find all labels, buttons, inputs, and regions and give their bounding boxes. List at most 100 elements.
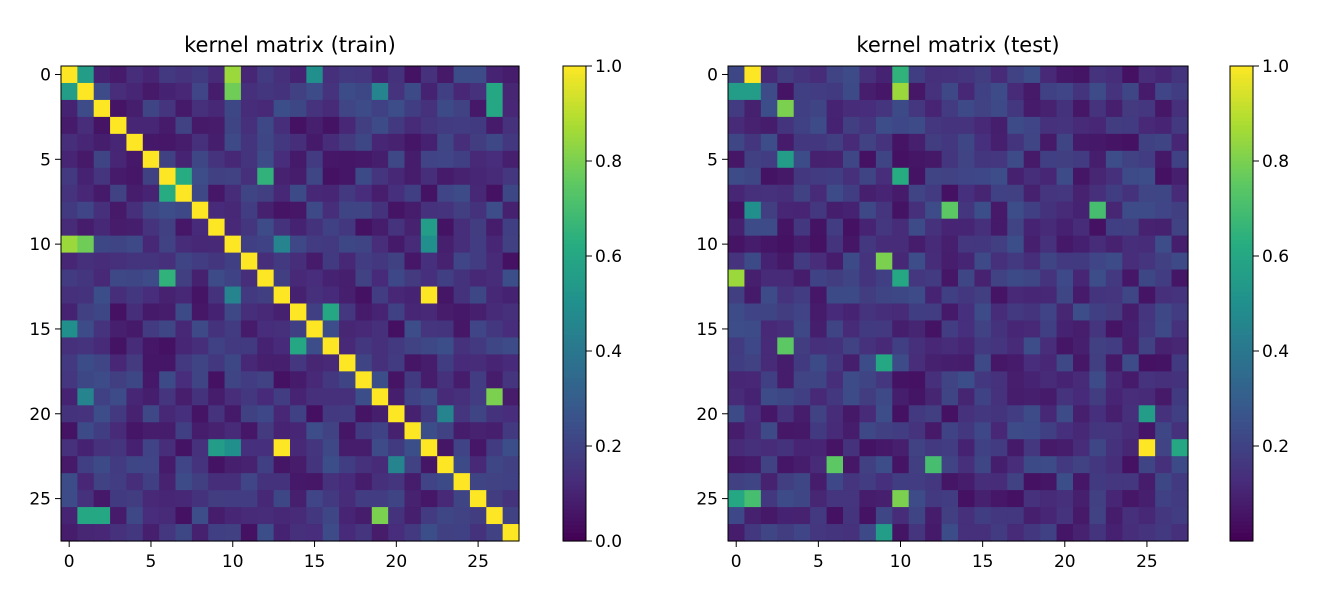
heatmap-cell xyxy=(1155,456,1173,474)
heatmap-cell xyxy=(1138,303,1156,322)
heatmap-cell xyxy=(1138,116,1156,135)
heatmap-cell xyxy=(420,235,438,254)
heatmap-cell xyxy=(1056,524,1074,542)
heatmap-cell xyxy=(61,371,78,389)
heatmap-cell xyxy=(502,405,520,423)
heatmap-cell xyxy=(486,320,504,339)
heatmap-cell xyxy=(240,371,258,389)
heatmap-cell xyxy=(453,150,471,169)
colorbar-segment xyxy=(1230,434,1253,439)
heatmap-cell xyxy=(273,405,291,423)
heatmap-cell xyxy=(126,184,144,203)
heatmap-cell xyxy=(1155,320,1173,339)
colorbar-segment xyxy=(563,244,586,249)
heatmap-cell xyxy=(958,524,976,542)
colorbar-segment xyxy=(563,533,586,538)
heatmap-cell xyxy=(777,507,795,525)
colorbar-segment xyxy=(563,537,586,542)
heatmap-cell xyxy=(208,388,226,406)
heatmap-cell xyxy=(142,99,160,118)
heatmap-cell xyxy=(990,184,1008,203)
heatmap-cell xyxy=(322,184,340,203)
heatmap-cell xyxy=(453,337,471,355)
heatmap-cell xyxy=(371,388,389,406)
heatmap-cell xyxy=(404,286,422,305)
heatmap-cell xyxy=(371,524,389,542)
heatmap-cell xyxy=(355,490,373,508)
heatmap-cell xyxy=(1155,82,1173,101)
heatmap-cell xyxy=(1089,320,1107,339)
heatmap-cell xyxy=(1023,184,1041,203)
heatmap-cell xyxy=(777,371,795,389)
heatmap-cell xyxy=(1122,456,1140,474)
heatmap-cell xyxy=(908,354,926,372)
heatmap-cell xyxy=(61,490,78,508)
colorbar-segment xyxy=(563,465,586,471)
heatmap-cell xyxy=(1155,507,1173,525)
heatmap-cell xyxy=(93,167,111,186)
heatmap-cell xyxy=(142,167,160,186)
heatmap-cell xyxy=(191,66,209,84)
heatmap-cell xyxy=(744,150,762,169)
heatmap-cell xyxy=(974,456,992,474)
heatmap-cell xyxy=(208,320,226,339)
heatmap-cell xyxy=(826,133,844,152)
heatmap-cell xyxy=(859,388,877,406)
heatmap-cell xyxy=(859,82,877,101)
heatmap-cell xyxy=(93,184,111,203)
colorbar-segment xyxy=(1230,232,1253,237)
colorbar-segment xyxy=(563,216,586,221)
heatmap-cell xyxy=(810,201,828,220)
heatmap-cell xyxy=(744,184,762,203)
colorbar-segment xyxy=(1230,410,1253,415)
colorbar-segment xyxy=(1230,180,1253,186)
heatmap-cell xyxy=(908,524,926,542)
heatmap-cell xyxy=(322,405,340,423)
heatmap-cell xyxy=(339,320,357,339)
colorbar-segment xyxy=(1230,93,1253,99)
heatmap-cell xyxy=(777,405,795,423)
heatmap-cell xyxy=(306,235,324,254)
heatmap-cell xyxy=(77,303,95,322)
heatmap-cell xyxy=(437,167,455,186)
colorbar-segment xyxy=(1230,477,1253,483)
colorbar-segment xyxy=(563,311,586,316)
heatmap-cell xyxy=(486,167,504,186)
colorbar-segment xyxy=(563,267,586,273)
heatmap-cell xyxy=(1089,133,1107,152)
heatmap-cell xyxy=(1122,201,1140,220)
colorbar-segment xyxy=(563,283,586,289)
heatmap-cell xyxy=(875,218,893,237)
heatmap-cell xyxy=(420,218,438,237)
heatmap-cell xyxy=(777,133,795,152)
heatmap-cell xyxy=(61,405,78,423)
heatmap-cell xyxy=(273,150,291,169)
heatmap-cell xyxy=(810,490,828,508)
colorbar-frame xyxy=(1229,65,1254,542)
heatmap-cell xyxy=(810,269,828,288)
heatmap-cell xyxy=(1040,167,1058,186)
heatmap-cell xyxy=(110,354,128,372)
colorbar-segment xyxy=(1230,501,1253,506)
heatmap-cell xyxy=(1056,235,1074,254)
heatmap-cell xyxy=(777,490,795,508)
heatmap-cell xyxy=(728,456,746,474)
heatmap-cell xyxy=(257,490,275,508)
heatmap-cell xyxy=(142,507,160,525)
heatmap-cell xyxy=(974,201,992,220)
colorbar-segment xyxy=(563,406,586,411)
colorbar-segment xyxy=(563,323,586,328)
heatmap-cell xyxy=(175,303,193,322)
colorbar-test: 0.20.40.60.81.0 xyxy=(1229,57,1289,542)
heatmap-cell xyxy=(1155,439,1173,457)
heatmap-cell xyxy=(61,286,78,305)
heatmap-cell xyxy=(469,303,487,322)
colorbar-segment xyxy=(1230,525,1253,530)
heatmap-cell xyxy=(1040,354,1058,372)
heatmap-cell xyxy=(486,286,504,305)
heatmap-cell xyxy=(1007,507,1025,525)
heatmap-cell xyxy=(486,388,504,406)
heatmap-cell xyxy=(290,405,307,423)
heatmap-cell xyxy=(469,354,487,372)
heatmap-cell xyxy=(290,150,307,169)
